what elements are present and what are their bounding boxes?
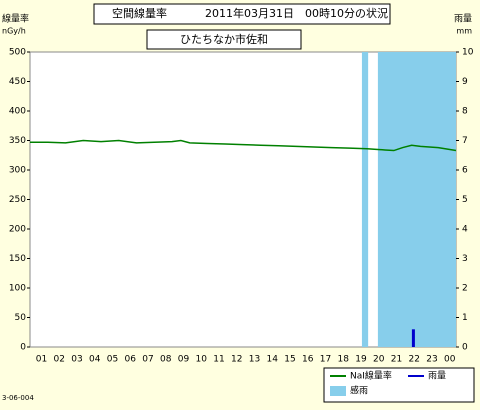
y2-tick-label: 7: [462, 136, 468, 146]
y-tick-label: 50: [15, 313, 27, 323]
footnote: 3-06-004: [2, 394, 34, 402]
y-label: 線量率: [2, 13, 29, 25]
x-tick-label: 14: [267, 355, 279, 365]
x-tick-label: 07: [142, 355, 153, 365]
x-tick-label: 18: [338, 355, 350, 365]
x-tick-label: 13: [249, 355, 260, 365]
x-tick-label: 23: [426, 355, 437, 365]
legend-swatch: [330, 386, 346, 396]
y-tick-label: 300: [9, 166, 26, 176]
x-tick-label: 19: [355, 355, 367, 365]
y2-label: 雨量: [454, 14, 472, 25]
y2-tick-label: 1: [462, 313, 468, 323]
rain-bar: [411, 329, 415, 347]
y-tick-label: 350: [9, 136, 26, 146]
x-tick-label: 00: [444, 355, 456, 365]
date-text: 2011年03月31日 00時10分の状況: [205, 6, 388, 20]
y-tick-label: 200: [9, 225, 26, 235]
x-tick-label: 20: [373, 355, 385, 365]
y2-tick-label: 2: [462, 284, 468, 294]
y2-tick-label: 8: [462, 107, 468, 117]
x-tick-label: 16: [302, 355, 314, 365]
y-tick-label: 400: [9, 107, 26, 117]
subtitle-box: [146, 29, 302, 50]
y-tick-label: 450: [9, 77, 26, 87]
y2-unit: mm: [456, 27, 472, 36]
x-tick-label: 17: [320, 355, 331, 365]
x-tick-label: 03: [71, 355, 82, 365]
x-tick-label: 01: [36, 355, 47, 365]
y2-tick-label: 0: [462, 343, 468, 353]
y2-tick-label: 9: [462, 77, 468, 87]
x-tick-label: 10: [196, 355, 208, 365]
x-tick-label: 05: [107, 355, 118, 365]
x-tick-label: 21: [391, 355, 402, 365]
y2-tick-label: 4: [462, 225, 468, 235]
y-tick-label: 150: [9, 254, 26, 264]
legend-label: 雨量: [428, 371, 446, 382]
dose-rate-line: [30, 139, 457, 152]
rain-sense-band: [377, 52, 456, 347]
x-tick-label: 02: [54, 355, 65, 365]
x-tick-label: 11: [213, 355, 224, 365]
y-tick-label: 250: [9, 195, 26, 205]
y2-tick-label: 6: [462, 166, 468, 176]
subtitle: ひたちなか市佐和: [180, 32, 268, 46]
y-tick-label: 500: [9, 48, 26, 58]
y2-tick-label: 3: [462, 254, 468, 264]
y-unit: nGy/h: [2, 27, 26, 36]
legend: [323, 367, 475, 403]
y-tick-label: 100: [9, 284, 26, 294]
legend-label: NaI線量率: [350, 370, 392, 382]
y2-tick-label: 10: [462, 48, 474, 58]
x-tick-label: 04: [89, 355, 101, 365]
x-tick-label: 22: [409, 355, 420, 365]
y-tick-label: 0: [20, 343, 26, 353]
chart-title: 空間線量率: [112, 6, 167, 20]
x-tick-label: 08: [160, 355, 172, 365]
title-box: [93, 3, 391, 25]
x-tick-label: 09: [178, 355, 190, 365]
legend-label: 感雨: [350, 385, 368, 397]
x-tick-label: 15: [284, 355, 295, 365]
rain-sense-band: [361, 52, 369, 347]
x-tick-label: 06: [125, 355, 137, 365]
x-tick-label: 12: [231, 355, 242, 365]
y2-tick-label: 5: [462, 195, 468, 205]
